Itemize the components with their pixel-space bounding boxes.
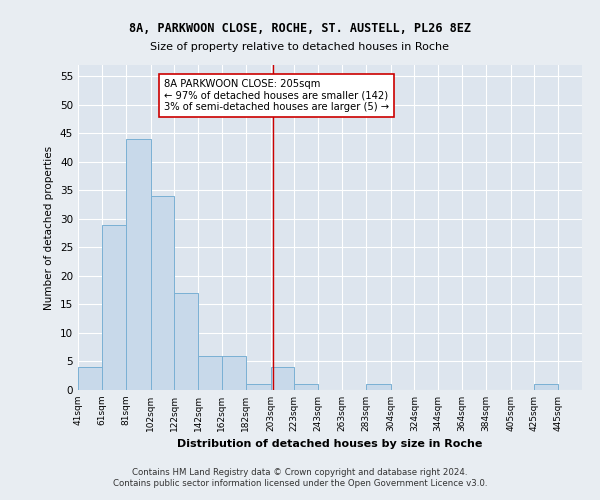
Bar (271, 367, 295, 390)
Text: Contains HM Land Registry data © Crown copyright and database right 2024.
Contai: Contains HM Land Registry data © Crown c… (113, 468, 487, 487)
Bar (222, 356, 245, 390)
Bar (365, 384, 391, 390)
Text: 8A PARKWOON CLOSE: 205sqm
← 97% of detached houses are smaller (142)
3% of semi-: 8A PARKWOON CLOSE: 205sqm ← 97% of detac… (164, 80, 389, 112)
Bar (174, 293, 198, 390)
Text: Size of property relative to detached houses in Roche: Size of property relative to detached ho… (151, 42, 449, 52)
Text: 8A, PARKWOON CLOSE, ROCHE, ST. AUSTELL, PL26 8EZ: 8A, PARKWOON CLOSE, ROCHE, ST. AUSTELL, … (129, 22, 471, 36)
Bar (535, 384, 558, 390)
Bar (151, 196, 174, 390)
Bar (245, 384, 271, 390)
Y-axis label: Number of detached properties: Number of detached properties (44, 146, 55, 310)
X-axis label: Distribution of detached houses by size in Roche: Distribution of detached houses by size … (178, 440, 482, 450)
Bar (125, 139, 151, 390)
Bar (78, 367, 102, 390)
Bar (295, 384, 318, 390)
Bar (198, 356, 222, 390)
Bar (102, 224, 125, 390)
